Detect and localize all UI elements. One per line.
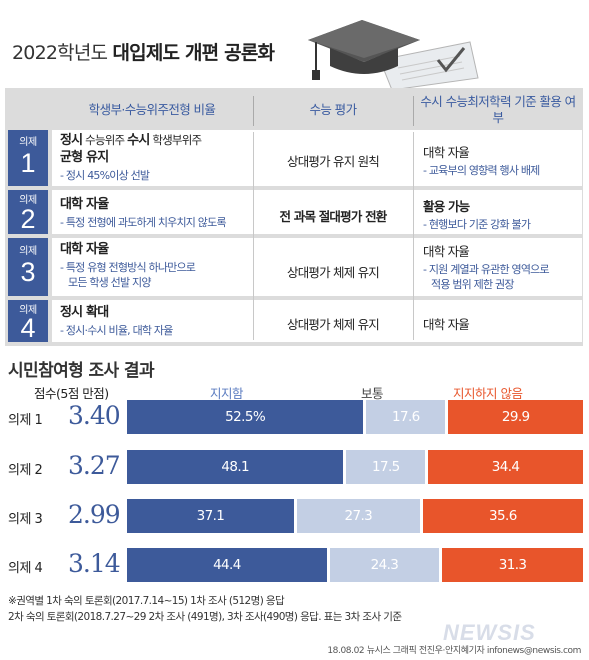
bar-segment: 44.4	[127, 548, 327, 582]
bar-segment: 27.3	[296, 499, 420, 533]
header-ratio: 학생부·수능위주전형 비율	[88, 102, 216, 117]
score-value: 2.99	[68, 500, 121, 529]
badge-label: 의제	[19, 137, 37, 148]
header-divider	[253, 96, 254, 126]
bar-segment: 24.3	[329, 548, 440, 582]
badge-number: 4	[20, 313, 36, 343]
title-main: 대입제도 개편 공론화	[112, 42, 275, 64]
text: 적용 범위 제한 권장	[431, 278, 514, 291]
agenda-badge: 의제 2	[8, 190, 48, 234]
credit-line: 18.08.02 뉴시스 그래픽 전진우·안지혜기자 infonews@news…	[327, 646, 581, 656]
text: 활용 가능	[423, 199, 470, 214]
text: 대학 자율	[423, 244, 470, 259]
suneung-cell: 상대평가 체제 유지	[287, 265, 380, 280]
footnote: 2차 숙의 토론회(2018.7.27~29 2차 조사 (491명), 3차 …	[8, 611, 402, 623]
suneung-cell: 전 과목 절대평가 전환	[279, 209, 388, 224]
text: - 정시·수시 비율, 대학 자율	[60, 324, 173, 337]
badge-label: 의제	[19, 195, 37, 206]
header-divider	[413, 96, 414, 126]
survey-title: 시민참여형 조사 결과	[8, 361, 155, 381]
text: - 현행보다 기준 강화 불가	[423, 218, 531, 231]
agenda-row	[52, 238, 582, 296]
score-value: 3.40	[68, 401, 121, 430]
text: 대학 자율	[423, 317, 470, 332]
badge-label: 의제	[19, 246, 37, 257]
bar-segment: 29.9	[448, 400, 583, 434]
text: 학생부위주	[149, 133, 202, 147]
column-divider	[253, 132, 254, 340]
page-title: 2022학년도 대입제도 개편 공론화	[12, 38, 275, 65]
title-year: 2022학년도	[12, 42, 108, 64]
text: 대학 자율	[60, 197, 109, 212]
badge-number: 2	[20, 204, 36, 234]
minimum-cell: 대학 자율 - 교육부의 영향력 행사 배제	[423, 142, 540, 178]
badge-label: 의제	[19, 305, 37, 316]
text: 정시	[60, 133, 83, 148]
text: 모든 학생 선발 지양	[68, 276, 151, 289]
agenda-row	[52, 130, 582, 186]
bar-segment: 48.1	[127, 450, 344, 484]
minimum-cell: 대학 자율 - 지원 계열과 유관한 영역으로 적용 범위 제한 권장	[423, 241, 550, 292]
score-value: 3.14	[68, 549, 121, 578]
suneung-cell: 상대평가 유지 원칙	[287, 154, 380, 169]
newsis-logo: NEWSIS	[443, 620, 536, 645]
bar-segment: 31.3	[442, 548, 583, 582]
ratio-cell: 대학 자율 - 특정 유형 전형방식 하나만으로 모든 학생 선발 지양	[60, 241, 196, 290]
text: - 특정 전형에 과도하게 치우치지 않도록	[60, 216, 227, 229]
ratio-cell: 정시 확대 - 정시·수시 비율, 대학 자율	[60, 304, 173, 338]
legend-neutral: 보통	[361, 386, 384, 401]
minimum-cell: 활용 가능 - 현행보다 기준 강화 불가	[423, 196, 531, 232]
graduation-cap-icon	[308, 20, 479, 90]
bar-segment: 34.4	[428, 450, 583, 484]
text: - 지원 계열과 유관한 영역으로	[423, 263, 550, 276]
footnote: ※권역별 1차 숙의 토론회(2017.7.14~15) 1차 조사 (512명…	[8, 595, 285, 607]
text: 수능위주	[82, 133, 128, 147]
text: 수시	[127, 133, 150, 148]
score-header: 점수(5점 만점)	[34, 386, 109, 401]
bar-segment: 37.1	[127, 499, 294, 533]
agenda-badge: 의제 3	[8, 238, 48, 296]
badge-number: 1	[20, 148, 36, 178]
agenda-label: 의제 4	[8, 561, 43, 576]
column-divider	[413, 132, 414, 340]
agenda-label: 의제 1	[8, 413, 43, 428]
bar-segment: 52.5%	[127, 400, 364, 434]
ratio-cell: 대학 자율 - 특정 전형에 과도하게 치우치지 않도록	[60, 196, 227, 230]
suneung-cell: 상대평가 체제 유지	[287, 317, 380, 332]
agenda-row	[52, 300, 582, 342]
text: 대학 자율	[60, 242, 109, 257]
text: 정시 확대	[60, 305, 109, 320]
header-minimum-standard: 수시 수능최저학력 기준 활용 여부	[420, 94, 576, 125]
score-value: 3.27	[68, 451, 121, 480]
text: 균형 유지	[60, 150, 109, 165]
legend-oppose: 지지하지 않음	[453, 386, 523, 401]
agenda-badge: 의제 4	[8, 300, 48, 342]
legend-support: 지지함	[210, 386, 244, 401]
minimum-cell: 대학 자율	[423, 314, 470, 333]
bar-segment: 17.6	[366, 400, 446, 434]
ratio-cell: 정시 수능위주 수시 학생부위주 균형 유지 - 정시 45%이상 선발	[60, 132, 202, 183]
bar-segment: 35.6	[422, 499, 583, 533]
bar-segment: 17.5	[346, 450, 426, 484]
text: - 특정 유형 전형방식 하나만으로	[60, 261, 196, 274]
header-suneung: 수능 평가	[309, 102, 358, 117]
text: 대학 자율	[423, 145, 470, 160]
text: - 교육부의 영향력 행사 배제	[423, 164, 540, 177]
agenda-label: 의제 2	[8, 463, 43, 478]
badge-number: 3	[20, 257, 36, 287]
agenda-label: 의제 3	[8, 512, 43, 527]
agenda-row	[52, 190, 582, 234]
text: - 정시 45%이상 선발	[60, 169, 150, 182]
agenda-badge: 의제 1	[8, 130, 48, 186]
